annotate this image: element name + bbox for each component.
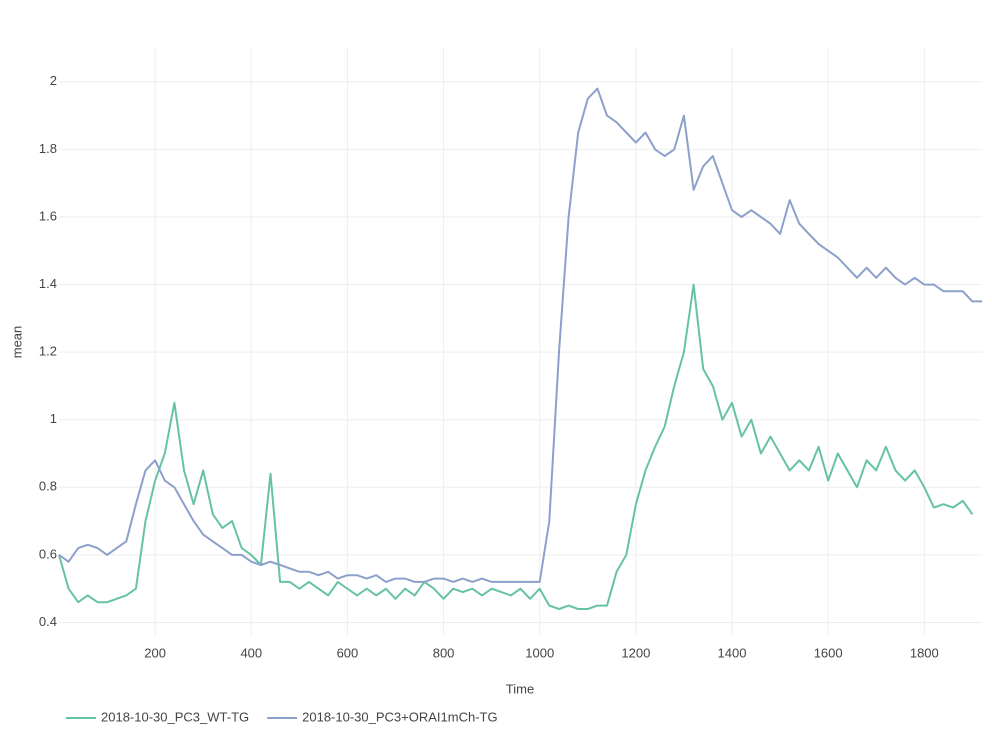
y-tick-label: 1.4 — [39, 276, 57, 291]
y-tick-label: 2 — [50, 73, 57, 88]
legend-label: 2018-10-30_PC3+ORAI1mCh-TG — [302, 709, 497, 724]
x-tick-label: 1800 — [910, 645, 939, 660]
y-tick-label: 0.8 — [39, 479, 57, 494]
series-line — [58, 283, 974, 610]
y-tick-label: 1 — [50, 411, 57, 426]
x-tick-label: 800 — [433, 645, 455, 660]
legend-label: 2018-10-30_PC3_WT-TG — [101, 709, 249, 724]
x-tick-label: 400 — [240, 645, 262, 660]
y-tick-label: 0.4 — [39, 614, 57, 629]
x-tick-label: 1200 — [621, 645, 650, 660]
x-axis-title: Time — [506, 681, 534, 696]
y-tick-label: 0.6 — [39, 546, 57, 561]
y-tick-label: 1.8 — [39, 141, 57, 156]
y-tick-label: 1.6 — [39, 208, 57, 223]
x-tick-label: 200 — [144, 645, 166, 660]
y-tick-label: 1.2 — [39, 344, 57, 359]
x-tick-label: 1600 — [814, 645, 843, 660]
series-line — [58, 87, 982, 583]
x-tick-label: 1000 — [525, 645, 554, 660]
y-axis-title: mean — [9, 326, 24, 359]
x-tick-label: 600 — [337, 645, 359, 660]
x-tick-label: 1400 — [718, 645, 747, 660]
